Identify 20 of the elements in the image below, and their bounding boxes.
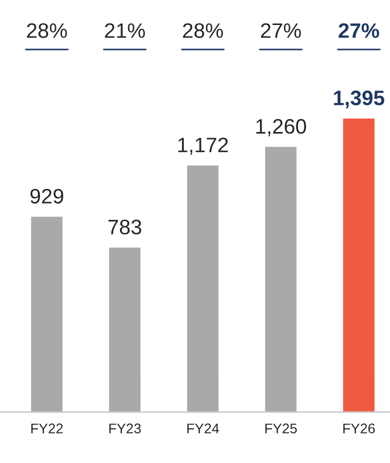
text: 21% bbox=[105, 23, 145, 38]
x-tick-label: FY25 bbox=[265, 424, 297, 434]
text: 28% bbox=[183, 23, 223, 38]
x-tick-label: FY22 bbox=[31, 424, 63, 434]
bar bbox=[264, 146, 298, 412]
x-tick-label: FY26 bbox=[343, 424, 375, 434]
data-label: 1,395 bbox=[334, 90, 384, 108]
data-label: 1,172 bbox=[178, 138, 228, 155]
x-tick-label: FY23 bbox=[109, 424, 141, 434]
bar bbox=[108, 246, 142, 412]
data-label: 783 bbox=[108, 220, 142, 234]
bar bbox=[342, 117, 376, 412]
data-label: 929 bbox=[30, 188, 64, 204]
bar bbox=[30, 215, 64, 412]
data-label: 1,260 bbox=[256, 119, 306, 136]
text: 27% bbox=[261, 23, 301, 38]
bar bbox=[186, 164, 220, 412]
x-tick-label: FY24 bbox=[187, 424, 219, 434]
text: 27% bbox=[338, 23, 380, 38]
text: 28% bbox=[27, 23, 67, 38]
